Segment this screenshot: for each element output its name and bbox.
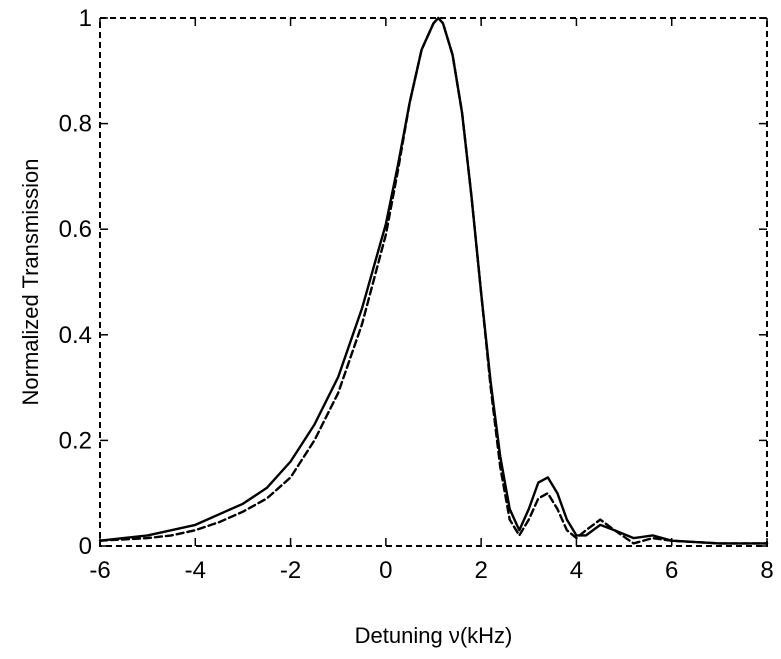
- x-tick-label: 2: [474, 557, 487, 584]
- x-tick-label: 4: [570, 557, 583, 584]
- series-layer: [98, 16, 769, 545]
- series-line-1: [98, 16, 769, 545]
- y-tick-label: 0: [79, 533, 92, 560]
- y-axis-ticks: 0 0.2 0.4 0.6 0.8 1: [59, 5, 767, 560]
- x-axis-label: Detuning ν(kHz): [355, 623, 513, 648]
- x-tick-label: -6: [89, 557, 110, 584]
- x-tick-label: 8: [760, 557, 773, 584]
- y-tick-label: 0.4: [59, 322, 92, 349]
- x-tick-label: -2: [280, 557, 301, 584]
- x-tick-label: 0: [379, 557, 392, 584]
- y-tick-label: 0.6: [59, 216, 92, 243]
- x-tick-label: -4: [185, 557, 206, 584]
- y-tick-label: 1: [79, 5, 92, 32]
- y-axis-label: Normalized Transmission: [18, 159, 43, 406]
- plot-frame: [99, 17, 768, 547]
- series-line-2: [98, 16, 769, 545]
- y-tick-label: 0.2: [59, 427, 92, 454]
- x-axis-ticks: -6 -4 -2 0 2 4 6 8: [89, 18, 774, 584]
- x-tick-label: 6: [665, 557, 678, 584]
- y-tick-label: 0.8: [59, 111, 92, 138]
